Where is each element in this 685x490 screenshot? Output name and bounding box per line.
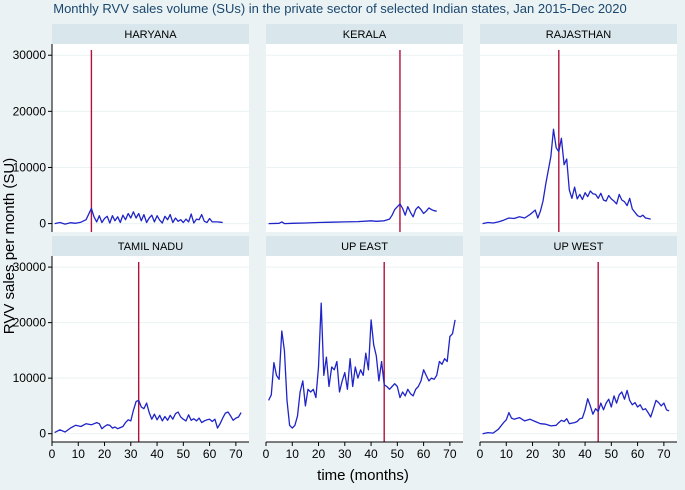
x-tick-label: 0: [477, 447, 484, 461]
panel-title: RAJASTHAN: [546, 29, 611, 41]
y-tick-label: 20000: [13, 316, 47, 330]
panel-title: UP WEST: [554, 241, 604, 253]
panel-title: KERALA: [343, 29, 387, 41]
x-tick-label: 0: [49, 447, 56, 461]
x-tick-label: 20: [312, 447, 326, 461]
x-tick-label: 50: [605, 447, 619, 461]
x-tick-label: 30: [338, 447, 352, 461]
panel-strip: [266, 24, 463, 44]
y-tick-label: 10000: [13, 371, 47, 385]
x-tick-label: 70: [657, 447, 671, 461]
x-tick-label: 10: [500, 447, 514, 461]
y-tick-label: 30000: [13, 260, 47, 274]
plot-area: [266, 256, 463, 442]
plot-area: [52, 256, 249, 442]
x-tick-label: 40: [150, 447, 164, 461]
x-tick-label: 70: [443, 447, 457, 461]
series-line: [268, 302, 456, 429]
y-tick-label: 10000: [13, 160, 47, 174]
panel-kerala: KERALA: [266, 24, 463, 232]
x-axis-label: time (months): [317, 467, 409, 484]
ticks-group: 0 10000 20000 30000 0 10000 20000 30000 0 10 20 30 4…: [13, 48, 671, 461]
chart-title: Monthly RVV sales volume (SUs) in the pr…: [53, 1, 627, 16]
x-tick-label: 30: [552, 447, 566, 461]
series-line: [482, 389, 670, 435]
panel-title: HARYANA: [124, 29, 177, 41]
x-tick-label: 30: [124, 447, 138, 461]
series-line: [268, 203, 437, 225]
x-tick-label: 40: [364, 447, 378, 461]
series-line: [54, 207, 223, 225]
panel-title: TAMIL NADU: [118, 241, 183, 253]
x-tick-label: 70: [229, 447, 243, 461]
y-axis-label: RVV sales per month (SU): [1, 158, 18, 334]
y-tick-label: 30000: [13, 48, 47, 62]
x-tick-label: 60: [417, 447, 431, 461]
x-tick-label: 60: [631, 447, 645, 461]
y-tick-label: 0: [39, 217, 46, 231]
panel-haryana: HARYANA: [51, 24, 249, 232]
panel-rajasthan: RAJASTHAN: [480, 24, 677, 232]
x-tick-label: 20: [526, 447, 540, 461]
series-line: [482, 128, 651, 225]
x-tick-label: 50: [177, 447, 191, 461]
y-tick-label: 20000: [13, 104, 47, 118]
x-tick-label: 40: [578, 447, 592, 461]
plot-area: [266, 44, 463, 232]
series-line: [54, 399, 242, 434]
x-tick-label: 20: [98, 447, 112, 461]
panel-title: UP EAST: [341, 241, 388, 253]
panels-group: HARYANA KERALA RAJASTHAN TAMIL NADU UP EAST U…: [51, 24, 677, 443]
panel-up-east: UP EAST: [266, 236, 463, 443]
panel-strip: [52, 24, 249, 44]
panel-strip: [480, 24, 677, 44]
panel-strip: [52, 236, 249, 256]
x-tick-label: 50: [391, 447, 405, 461]
y-tick-label: 0: [39, 427, 46, 441]
x-tick-label: 60: [203, 447, 217, 461]
panel-up-west: UP WEST: [480, 236, 677, 443]
panel-strip: [480, 236, 677, 256]
x-tick-label: 0: [263, 447, 270, 461]
plot-area: [480, 44, 677, 232]
x-tick-label: 10: [286, 447, 300, 461]
panel-tamil-nadu: TAMIL NADU: [51, 236, 249, 443]
panel-strip: [266, 236, 463, 256]
plot-area: [52, 44, 249, 232]
plot-area: [480, 256, 677, 442]
x-tick-label: 10: [72, 447, 86, 461]
